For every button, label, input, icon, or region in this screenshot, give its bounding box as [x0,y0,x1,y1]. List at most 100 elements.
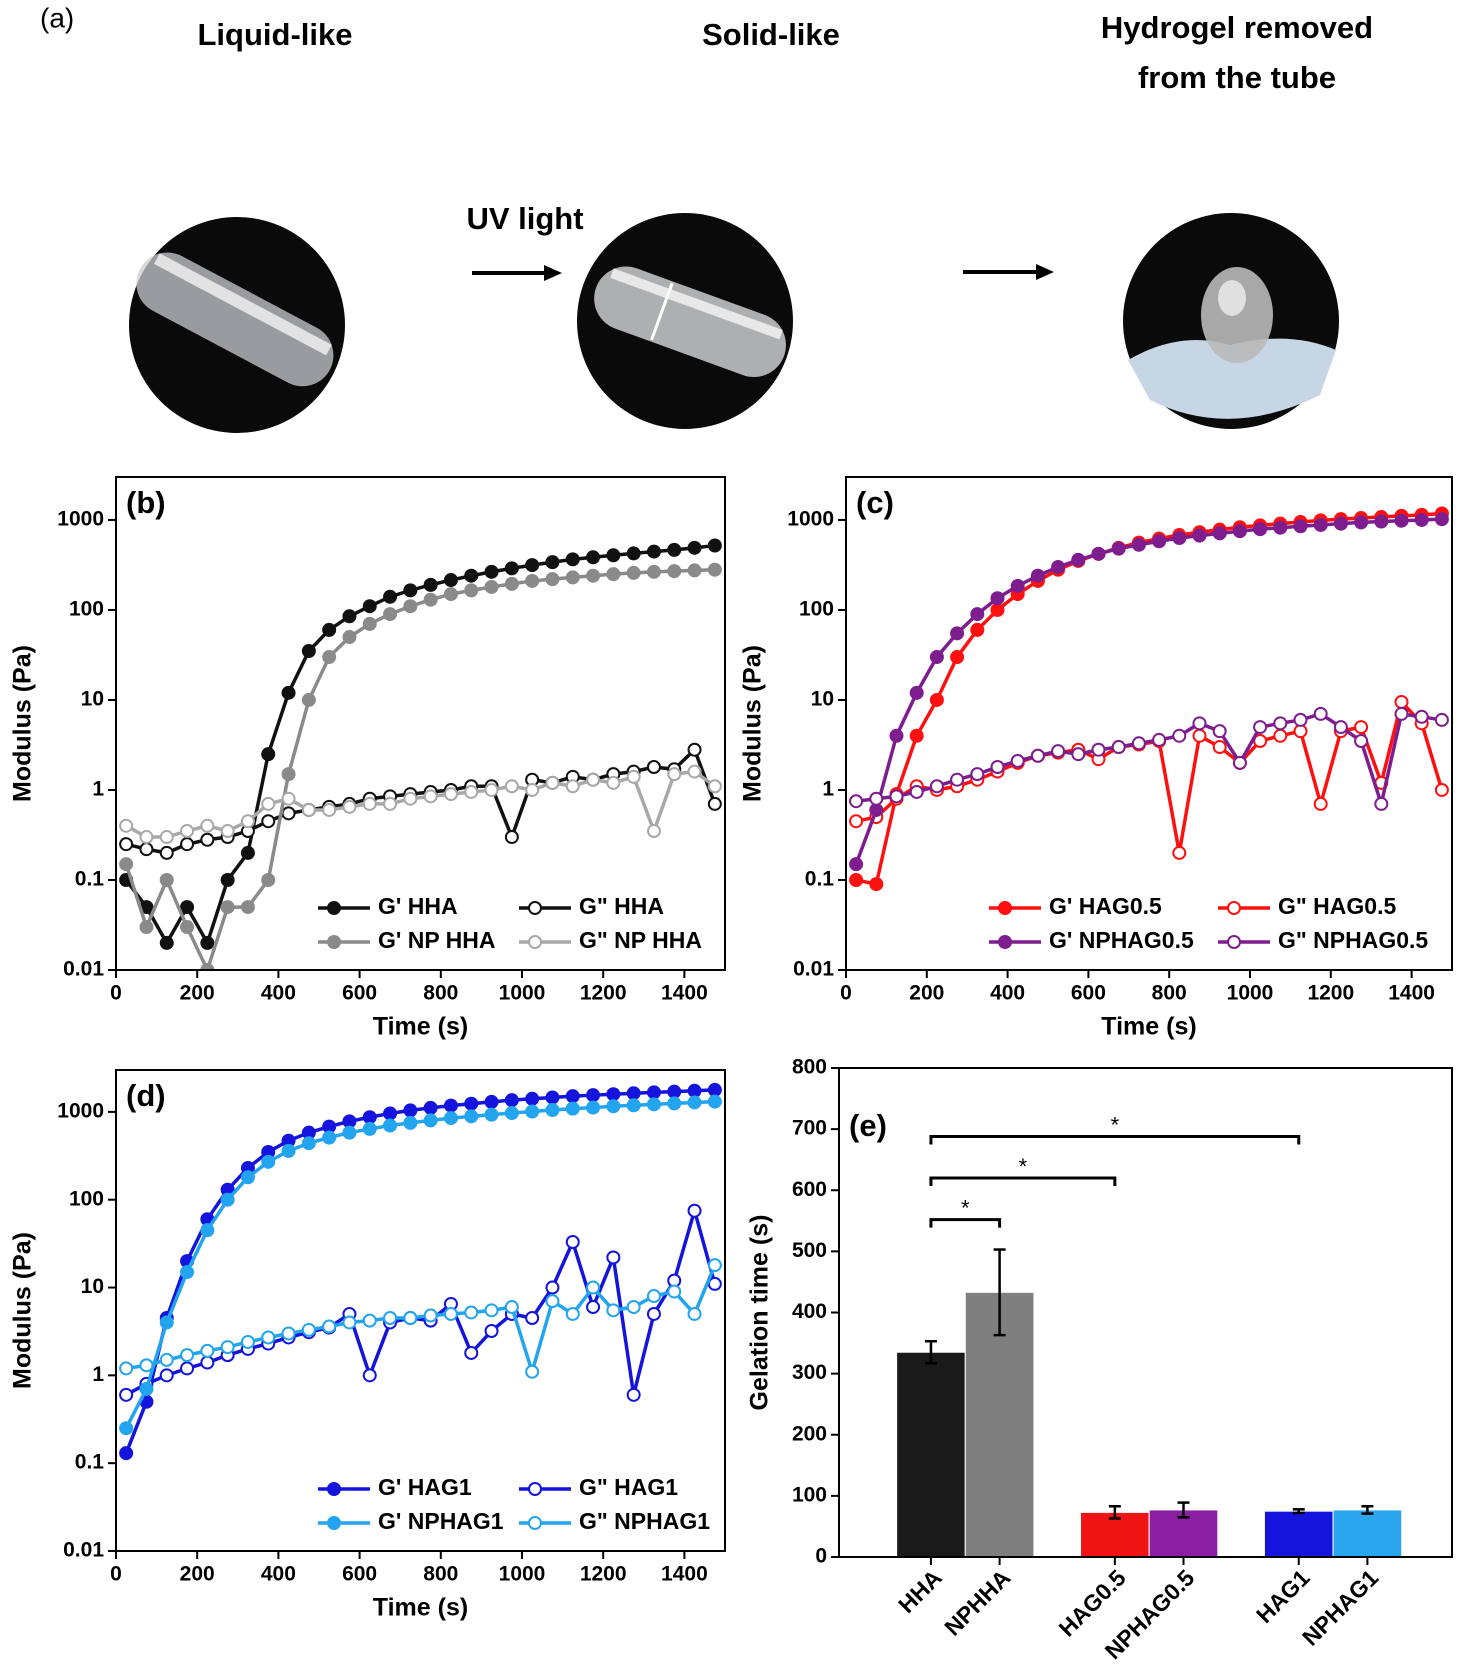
data-point [423,577,438,592]
y-axis-label: Modulus (Pa) [739,645,767,802]
data-point [525,1310,540,1325]
x-tick-label: 600 [342,982,377,1005]
legend-label: G' HAG0.5 [1049,893,1162,919]
y-tick-label: 0.01 [63,1539,104,1562]
data-point [707,1082,722,1097]
legend-marker [528,901,542,915]
data-point [1232,524,1247,539]
error-bar [1177,1501,1190,1519]
data-point [1232,755,1247,770]
series-line [855,698,1444,854]
data-point [443,1306,458,1321]
data-point [139,830,154,845]
data-point [667,1096,682,1111]
data-point [403,1103,418,1118]
data-point [1172,728,1187,743]
data-point [1091,742,1106,757]
data-point [970,622,985,637]
legend-marker [327,901,341,915]
y-tick-label: 0.01 [793,958,834,981]
y-tick-label: 0.1 [75,1451,105,1474]
data-point [464,583,479,598]
data-point [301,692,316,707]
data-point [504,576,519,591]
y-tick-label: 10 [811,688,834,711]
data-point [261,1154,276,1169]
x-tick-label: 1200 [1307,982,1354,1005]
data-point [240,1170,255,1185]
data-point [403,1310,418,1325]
data-point [443,1111,458,1126]
data-point [667,564,682,579]
data-point [626,1098,641,1113]
series-line [855,511,1443,887]
legend-label: G' NPHAG1 [378,1508,504,1534]
data-point [1030,748,1045,763]
y-axis-label: Gelation time (s) [746,1215,774,1411]
x-tick-label: 800 [423,982,458,1005]
data-point [707,538,722,553]
data-point [200,1355,215,1370]
data-point [1212,724,1227,739]
data-point [586,1300,601,1315]
data-point [565,779,580,794]
data-point [180,1265,195,1280]
data-point [1030,568,1045,583]
data-point [159,830,174,845]
data-point [950,650,965,665]
data-point [849,872,864,887]
photo-title: Liquid-like [198,17,353,52]
data-point [545,572,560,587]
error-bar [1361,1505,1374,1515]
legend-marker [528,1516,542,1530]
data-point [159,1352,174,1367]
data-point [180,824,195,839]
data-point [646,760,661,775]
x-tick-label: 0 [110,1563,122,1586]
x-tick-label: HHA [893,1564,947,1618]
x-tick-label: 1000 [1227,982,1274,1005]
y-tick-label: 100 [799,598,834,621]
data-point [1212,526,1227,541]
data-point [606,775,621,790]
data-point [1253,720,1268,735]
data-point [159,1368,174,1383]
panel-label: (b) [126,485,166,520]
arrow-label: UV light [466,201,583,236]
data-point [504,830,519,845]
data-point [301,1322,316,1337]
data-point [1313,517,1328,532]
y-tick-label: 0.1 [805,868,835,891]
data-point [322,1319,337,1334]
x-tick-label: 200 [909,982,944,1005]
data-point [1152,732,1167,747]
legend-label: G" NPHAG0.5 [1278,927,1428,953]
data-point [565,552,580,567]
data-point [464,568,479,583]
data-point [220,824,235,839]
data-point [707,562,722,577]
data-point [240,814,255,829]
data-point [139,1381,154,1396]
x-tick-label: 400 [261,982,296,1005]
data-point [1131,736,1146,751]
data-point [687,563,702,578]
data-point [383,796,398,811]
y-tick-label: 400 [792,1300,827,1323]
data-point [180,1348,195,1363]
data-point [707,1094,722,1109]
data-point [626,546,641,561]
data-point [1434,782,1449,797]
data-point [687,1306,702,1321]
data-point [281,806,296,821]
x-tick-label: 1400 [661,1563,708,1586]
data-point [667,1084,682,1099]
data-point [504,1093,519,1108]
data-point [626,565,641,580]
x-tick-label: HAG1 [1251,1564,1315,1628]
data-point [1414,709,1429,724]
legend-label: G" HHA [579,893,664,919]
legend-marker [998,935,1012,949]
data-point [240,900,255,915]
data-point [403,599,418,614]
